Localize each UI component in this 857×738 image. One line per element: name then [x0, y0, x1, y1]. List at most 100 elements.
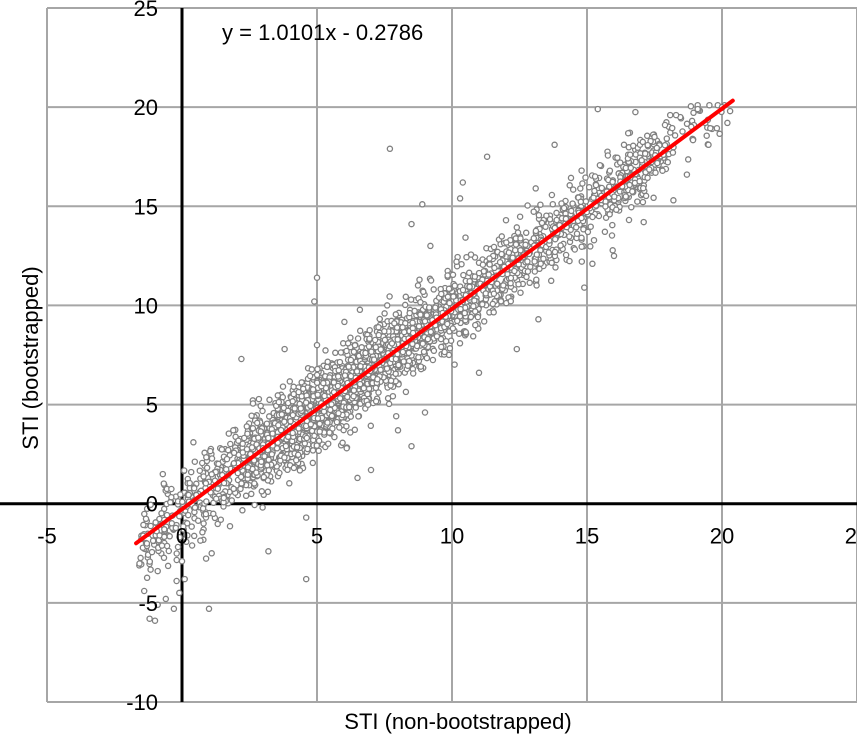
data-point: [577, 198, 585, 206]
data-point: [654, 159, 661, 167]
data-point: [358, 344, 365, 351]
data-point: [524, 268, 532, 275]
data-point: [455, 330, 463, 337]
data-point: [661, 141, 669, 149]
data-point: [408, 442, 415, 450]
data-point: [214, 485, 222, 492]
data-point: [604, 152, 612, 159]
data-point: [684, 156, 692, 163]
data-point: [562, 215, 570, 223]
data-point: [143, 540, 151, 547]
data-point: [276, 469, 283, 477]
data-point: [402, 293, 410, 301]
data-point: [302, 399, 310, 406]
data-point: [548, 191, 556, 199]
data-point: [585, 183, 593, 191]
data-point: [190, 532, 198, 540]
data-point: [372, 384, 380, 392]
data-point: [328, 412, 336, 420]
data-point: [248, 444, 256, 451]
data-point: [313, 274, 321, 281]
data-point: [282, 442, 290, 450]
data-point: [170, 605, 178, 613]
data-point: [200, 473, 207, 480]
data-point: [429, 356, 437, 364]
data-point: [178, 557, 186, 565]
data-point: [180, 523, 187, 530]
data-point: [636, 177, 643, 185]
data-point: [313, 341, 321, 349]
data-point: [304, 445, 311, 453]
data-point: [306, 372, 314, 380]
y-tick-label: 0: [146, 492, 158, 517]
data-point: [531, 258, 538, 265]
data-point: [578, 258, 586, 265]
data-point: [375, 331, 382, 339]
data-point: [314, 365, 321, 373]
data-point: [479, 261, 487, 268]
data-point: [566, 257, 573, 265]
data-points: [136, 101, 734, 624]
data-point: [314, 391, 321, 398]
data-point: [391, 320, 398, 327]
data-point: [309, 386, 317, 393]
data-point: [162, 595, 170, 603]
data-point: [172, 524, 180, 532]
data-point: [289, 398, 296, 405]
data-point: [409, 319, 416, 326]
data-point: [368, 348, 375, 355]
data-point: [531, 268, 539, 275]
data-point: [302, 575, 310, 583]
data-point: [324, 440, 332, 447]
data-point: [367, 466, 375, 474]
data-point: [222, 466, 230, 473]
data-point: [328, 401, 335, 408]
data-point: [460, 271, 467, 279]
data-point: [417, 311, 424, 318]
data-point: [286, 480, 293, 487]
data-point: [263, 461, 271, 469]
data-point: [350, 387, 358, 394]
data-point: [578, 234, 585, 242]
data-point: [291, 405, 298, 412]
data-point: [158, 542, 166, 549]
data-point: [381, 336, 389, 344]
data-point: [302, 514, 310, 521]
data-point: [185, 491, 192, 499]
data-point: [497, 298, 505, 305]
y-tick-label: 5: [146, 393, 158, 418]
data-point: [259, 407, 266, 415]
data-point: [160, 480, 168, 487]
data-point: [290, 383, 297, 391]
data-point: [414, 282, 422, 289]
data-point: [608, 232, 616, 239]
data-point: [467, 313, 475, 321]
data-point: [420, 288, 427, 296]
data-point: [486, 255, 493, 262]
data-point: [462, 328, 470, 336]
data-point: [354, 474, 361, 482]
data-point: [474, 313, 482, 321]
data-point: [146, 558, 154, 565]
data-point: [471, 273, 479, 280]
data-point: [191, 504, 199, 511]
data-point: [294, 451, 302, 459]
data-point: [415, 323, 423, 330]
data-point: [343, 444, 350, 452]
data-point: [308, 366, 316, 373]
data-point: [264, 488, 272, 496]
data-point: [152, 519, 159, 526]
data-point: [334, 382, 342, 390]
data-point: [538, 219, 546, 227]
data-point: [356, 327, 364, 335]
data-point: [376, 315, 383, 323]
data-point: [524, 202, 531, 209]
y-axis-label: STI (bootstrapped): [18, 266, 43, 449]
data-point: [679, 128, 686, 135]
data-point: [441, 348, 448, 356]
data-point: [430, 347, 438, 355]
data-point: [181, 575, 188, 583]
x-tick-label: 5: [311, 524, 323, 549]
data-point: [203, 498, 210, 505]
data-point: [244, 471, 252, 478]
